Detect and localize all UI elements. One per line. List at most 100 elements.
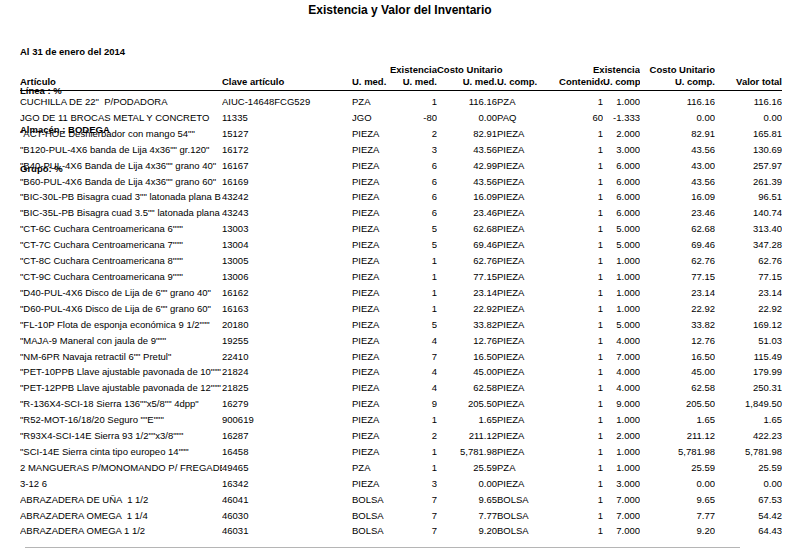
- cell: "BIC-35L-PB Bisagra cuad 3.5"" latonada …: [20, 205, 222, 221]
- table-row: "R52-MOT-16/18/20 Seguro ""E"""900619 PIE…: [20, 412, 782, 428]
- cell: 62.76: [640, 253, 715, 269]
- table-row: ABRAZADERA OMEGA 1 1/246031BOLSA79.20BOL…: [20, 523, 782, 539]
- cell: "ACT-HOE Deshierbador con mango 54"": [20, 126, 222, 142]
- cell: 5.000: [603, 237, 640, 253]
- cell: 1: [390, 412, 437, 428]
- cell: 1: [559, 174, 603, 190]
- table-row: "MAJA-9 Maneral con jaula de 9"""19255 PI…: [20, 333, 782, 349]
- cell: PIEZA: [352, 380, 390, 396]
- col-ucomp: U. comp.: [497, 76, 559, 91]
- cell: 21824: [222, 364, 352, 380]
- cell: PIEZA: [497, 444, 559, 460]
- cell: 82.91: [640, 126, 715, 142]
- cell: 16169: [222, 174, 352, 190]
- cell: PIEZA: [497, 396, 559, 412]
- cell: 46030: [222, 508, 352, 524]
- cell: 179.99: [715, 364, 782, 380]
- cell: 62.76: [715, 253, 782, 269]
- cell: 77.15: [715, 269, 782, 285]
- cell: 62.58: [437, 380, 497, 396]
- cell: PIEZA: [497, 333, 559, 349]
- cell: 169.12: [715, 317, 782, 333]
- cell: 22.92: [640, 301, 715, 317]
- page-title: Existencia y Valor del Inventario: [0, 0, 800, 17]
- cell: BOLSA: [352, 523, 390, 539]
- cell: 0.00: [640, 110, 715, 126]
- cell: PZA: [352, 460, 390, 476]
- cell: 250.31: [715, 380, 782, 396]
- cell: JGO DE 11 BROCAS METAL Y CONCRETO: [20, 110, 222, 126]
- cell: 1.000: [603, 301, 640, 317]
- inventory-table: Existencia Costo Unitario Existencia Cos…: [20, 64, 782, 539]
- cell: 9.65: [437, 492, 497, 508]
- cell: "B40-PUL-4X6 Banda de Lija 4x36"" grano …: [20, 158, 222, 174]
- col-costo-unitario-umed-l1: Costo Unitario: [437, 64, 559, 76]
- cell: PIEZA: [352, 189, 390, 205]
- cell: PIEZA: [352, 317, 390, 333]
- cell: 43.00: [640, 158, 715, 174]
- cell: 25.59: [640, 460, 715, 476]
- cell: 7.000: [603, 523, 640, 539]
- cell: ABRAZADERA OMEGA 1 1/4: [20, 508, 222, 524]
- cell: -80: [390, 110, 437, 126]
- cell: 4: [390, 333, 437, 349]
- cell: PIEZA: [497, 221, 559, 237]
- cell: 313.40: [715, 221, 782, 237]
- cell: PIEZA: [497, 428, 559, 444]
- cell: 5.000: [603, 317, 640, 333]
- cell: 77.15: [640, 269, 715, 285]
- cell: "MAJA-9 Maneral con jaula de 9""": [20, 333, 222, 349]
- cell: PIEZA: [497, 174, 559, 190]
- cell: 7: [390, 492, 437, 508]
- cell: 1: [390, 285, 437, 301]
- cell: "CT-7C Cuchara Centroamericana 7""": [20, 237, 222, 253]
- cell: 6: [390, 158, 437, 174]
- cell: PIEZA: [497, 412, 559, 428]
- col-umed: U. med.: [352, 76, 390, 91]
- cell: PIEZA: [352, 174, 390, 190]
- cell: 16.50: [640, 349, 715, 365]
- cell: 43.56: [640, 174, 715, 190]
- cell: 51.03: [715, 333, 782, 349]
- cell: PZA: [497, 91, 559, 110]
- cell: 1: [559, 301, 603, 317]
- cell: 43242: [222, 189, 352, 205]
- cell: 2: [390, 428, 437, 444]
- report-date: Al 31 de enero del 2014: [20, 45, 125, 58]
- cell: 21825: [222, 380, 352, 396]
- cell: 60: [559, 110, 603, 126]
- cell: "CT-9C Cuchara Centroamericana 9""": [20, 269, 222, 285]
- cell: 7.000: [603, 508, 640, 524]
- cell: 19255: [222, 333, 352, 349]
- cell: 6.000: [603, 174, 640, 190]
- col-costo-unitario-ucomp-l1: Costo Unitario: [640, 64, 715, 76]
- cell: 1: [390, 253, 437, 269]
- cell: 900619: [222, 412, 352, 428]
- cell: PIEZA: [497, 126, 559, 142]
- cell: 4: [390, 364, 437, 380]
- cell: 5,781.98: [437, 444, 497, 460]
- col-valor-total: Valor total: [715, 76, 782, 91]
- cell: 23.14: [715, 285, 782, 301]
- cell: 1.65: [640, 412, 715, 428]
- cell: 64.43: [715, 523, 782, 539]
- cell: 165.81: [715, 126, 782, 142]
- table-row: 2 MANGUERAS P/MONOMANDO P/ FREGADER49465…: [20, 460, 782, 476]
- cell: 7.000: [603, 349, 640, 365]
- cell: 1.000: [603, 91, 640, 110]
- cell: 7.000: [603, 492, 640, 508]
- cell: 25.59: [715, 460, 782, 476]
- cell: PIEZA: [352, 364, 390, 380]
- cell: 43.56: [437, 174, 497, 190]
- cell: 9.20: [437, 523, 497, 539]
- cell: "R52-MOT-16/18/20 Seguro ""E""": [20, 412, 222, 428]
- cell: ABRAZADERA OMEGA 1 1/2: [20, 523, 222, 539]
- cell: 5.000: [603, 221, 640, 237]
- cell: 2.000: [603, 428, 640, 444]
- cell: 62.58: [640, 380, 715, 396]
- cell: 12.76: [640, 333, 715, 349]
- cell: 46031: [222, 523, 352, 539]
- cell: 5,781.98: [715, 444, 782, 460]
- cell: 7: [390, 523, 437, 539]
- cell: PIEZA: [352, 301, 390, 317]
